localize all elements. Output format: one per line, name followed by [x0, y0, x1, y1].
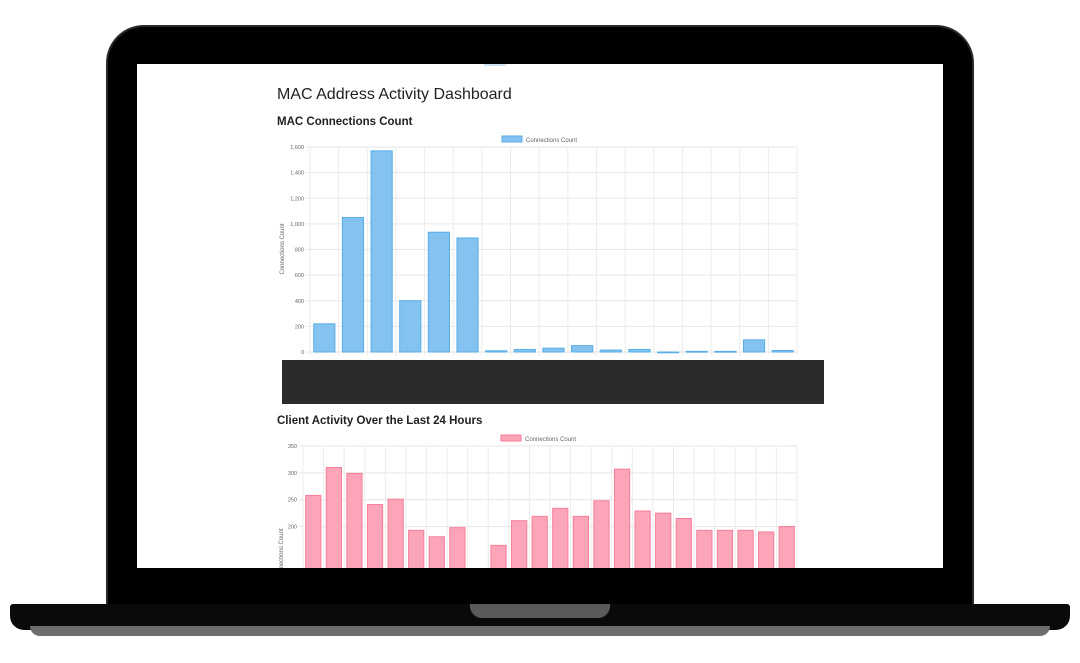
bar: [341, 216, 365, 353]
bar: [513, 348, 536, 353]
y-tick-label: 1,600: [290, 145, 304, 151]
bar: [428, 536, 445, 568]
y-tick-label: 1,200: [290, 196, 304, 202]
bar: [490, 544, 507, 568]
y-tick-label: 0: [301, 350, 304, 356]
bar: [571, 345, 594, 353]
legend-swatch: [500, 434, 522, 442]
bar: [313, 323, 336, 353]
bar: [399, 300, 422, 353]
laptop-notch: [470, 604, 610, 618]
bar: [449, 527, 466, 568]
y-tick-label: 1,000: [290, 222, 304, 228]
bar: [485, 350, 508, 353]
y-tick-label: 1,400: [290, 171, 304, 177]
bar: [656, 351, 680, 354]
laptop-base-shadow: [30, 626, 1050, 636]
bar: [408, 529, 425, 568]
bar: [511, 520, 528, 568]
y-tick-label: 400: [295, 299, 304, 305]
y-tick-label: 800: [295, 248, 304, 254]
legend-swatch: [501, 135, 523, 143]
bar: [778, 526, 795, 568]
page-title: MAC Address Activity Dashboard: [277, 86, 512, 103]
bar: [599, 349, 622, 353]
bar: [346, 472, 363, 568]
bar: [325, 466, 342, 568]
bar: [655, 512, 672, 568]
bar: [366, 504, 384, 568]
bar: [305, 494, 322, 568]
bar: [758, 531, 775, 568]
bar: [628, 348, 651, 353]
legend-label: Connections Count: [526, 138, 577, 144]
bar: [742, 339, 766, 353]
chart1-heading: MAC Connections Count: [277, 116, 413, 128]
y-tick-label: 350: [288, 444, 297, 450]
bar: [387, 498, 404, 568]
client-activity-chart: Connections Count350300250200Connections…: [279, 434, 798, 568]
bar: [714, 350, 737, 353]
legend-label: Connections Count: [525, 437, 576, 443]
bar: [696, 529, 713, 568]
chart2-heading: Client Activity Over the Last 24 Hours: [277, 415, 483, 427]
bar: [456, 237, 479, 353]
bar: [771, 349, 794, 353]
bar: [737, 529, 754, 568]
mac-connections-chart: Connections Count 0 200 400 600 800 1,000 1,200…: [280, 135, 798, 356]
y-tick-label: 200: [288, 525, 297, 531]
y-axis-label: Connections Count: [280, 223, 286, 274]
bar: [716, 529, 734, 568]
y-tick-label: 250: [288, 498, 297, 504]
y-tick-label: 600: [295, 273, 304, 279]
bar: [634, 510, 651, 568]
bar: [593, 500, 610, 568]
bar: [613, 468, 631, 568]
bar: [542, 347, 565, 353]
laptop-screen: MAC Address Activity Dashboard MAC Conne…: [137, 64, 943, 568]
bar: [531, 515, 548, 568]
y-axis-label: Connections Count: [279, 528, 285, 568]
redacted-labels-overlay: [282, 360, 824, 404]
bar: [552, 507, 569, 568]
bar: [427, 231, 451, 353]
bar: [675, 518, 692, 568]
y-tick-label: 300: [288, 471, 297, 477]
bar: [572, 515, 589, 568]
browser-scroll-indicator: [484, 64, 506, 66]
bar: [685, 350, 708, 353]
bar: [370, 150, 393, 353]
y-tick-label: 200: [295, 324, 304, 330]
